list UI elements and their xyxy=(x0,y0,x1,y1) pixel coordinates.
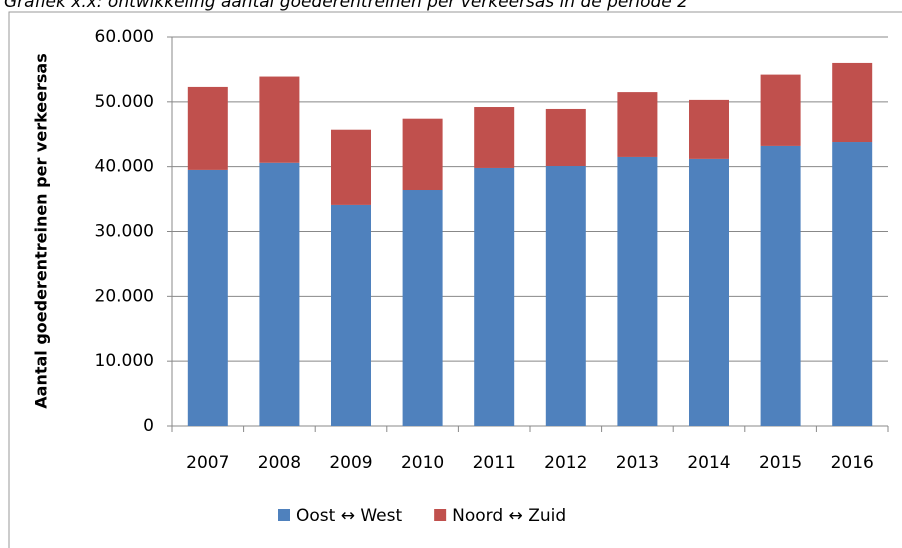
bar-segment xyxy=(402,118,443,191)
x-tick-label: 2010 xyxy=(401,453,444,473)
legend-label: Oost ↔ West xyxy=(296,506,402,526)
x-tick-label: 2009 xyxy=(329,453,372,473)
x-tick-label: 2012 xyxy=(544,453,587,473)
bar-segment xyxy=(331,204,371,426)
y-tick-label: 60.000 xyxy=(95,27,154,47)
bar-segment xyxy=(832,142,873,426)
y-tick-label: 50.000 xyxy=(95,92,154,112)
x-tick-label: 2014 xyxy=(687,453,730,473)
bar-segment xyxy=(617,92,658,157)
legend-swatch xyxy=(434,509,447,521)
x-tick-label: 2016 xyxy=(831,453,874,473)
bar-segment xyxy=(617,156,658,427)
bar-segment xyxy=(187,169,228,427)
bar-segment xyxy=(760,145,801,427)
x-tick-label: 2007 xyxy=(186,453,229,473)
chart-title: Grafiek x.x: ontwikkeling aantal goedere… xyxy=(4,0,688,12)
bar-segment xyxy=(760,74,801,146)
bar-segment xyxy=(259,162,300,426)
bar-segment xyxy=(474,167,515,427)
x-tick-label: 2013 xyxy=(616,453,659,473)
bar-segment xyxy=(832,62,873,143)
y-tick-label: 20.000 xyxy=(95,286,154,306)
y-tick-label: 10.000 xyxy=(95,351,154,371)
y-tick-label: 30.000 xyxy=(95,222,154,242)
y-tick-label: 0 xyxy=(143,416,154,436)
bar-segment xyxy=(545,108,586,167)
legend-label: Noord ↔ Zuid xyxy=(452,506,566,526)
chart-border xyxy=(8,11,902,548)
legend-swatch xyxy=(278,509,290,521)
bar-segment xyxy=(689,99,729,159)
x-tick-label: 2008 xyxy=(258,453,301,473)
y-tick-label: 40.000 xyxy=(95,157,154,177)
x-tick-label: 2015 xyxy=(759,453,802,473)
bar-segment xyxy=(689,158,729,427)
bar-segment xyxy=(259,76,300,163)
bar-segment xyxy=(187,86,228,170)
bar-segment xyxy=(474,107,515,168)
y-axis-label: Aantal goederentreinen per verkeersas xyxy=(32,53,51,408)
bar-segment xyxy=(331,129,371,205)
bar-segment xyxy=(545,166,586,427)
bar-segment xyxy=(402,190,443,426)
x-tick-label: 2011 xyxy=(473,453,516,473)
